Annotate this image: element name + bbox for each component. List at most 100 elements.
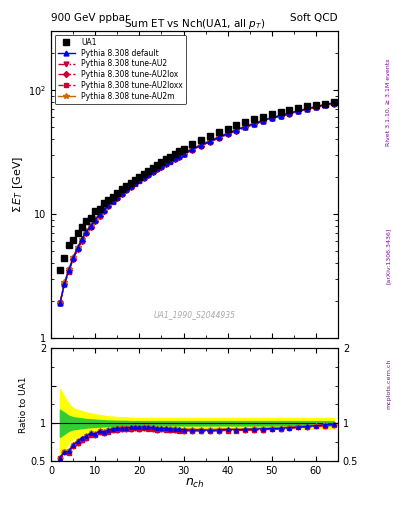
Pythia 8.308 tune-AU2lox	[331, 100, 336, 106]
Pythia 8.308 default	[177, 153, 182, 159]
Line: Pythia 8.308 tune-AU2lox: Pythia 8.308 tune-AU2lox	[58, 101, 336, 306]
Pythia 8.308 tune-AU2m	[62, 280, 67, 286]
Pythia 8.308 default	[97, 211, 102, 218]
Pythia 8.308 tune-AU2m	[270, 114, 274, 120]
Pythia 8.308 tune-AU2loxx	[93, 218, 97, 224]
Pythia 8.308 default	[181, 151, 186, 157]
Pythia 8.308 default	[163, 160, 168, 166]
Pythia 8.308 tune-AU2	[155, 166, 160, 172]
Pythia 8.308 tune-AU2m	[115, 193, 119, 199]
Pythia 8.308 default	[102, 207, 107, 213]
Pythia 8.308 tune-AU2lox	[102, 208, 107, 214]
Pythia 8.308 tune-AU2loxx	[177, 154, 182, 160]
Pythia 8.308 tune-AU2m	[305, 105, 309, 112]
Line: Pythia 8.308 tune-AU2loxx: Pythia 8.308 tune-AU2loxx	[58, 101, 336, 306]
Pythia 8.308 tune-AU2m	[252, 120, 257, 126]
Pythia 8.308 tune-AU2	[75, 246, 80, 252]
Pythia 8.308 default	[252, 120, 257, 126]
Pythia 8.308 tune-AU2lox	[80, 238, 84, 244]
Pythia 8.308 default	[141, 174, 146, 180]
Pythia 8.308 default	[234, 127, 239, 133]
UA1	[296, 105, 301, 112]
Pythia 8.308 tune-AU2lox	[190, 147, 195, 153]
UA1	[137, 174, 142, 180]
Pythia 8.308 default	[296, 108, 301, 114]
UA1	[287, 107, 292, 113]
Legend: UA1, Pythia 8.308 default, Pythia 8.308 tune-AU2, Pythia 8.308 tune-AU2lox, Pyth: UA1, Pythia 8.308 default, Pythia 8.308 …	[55, 34, 185, 104]
UA1	[234, 122, 239, 128]
Pythia 8.308 tune-AU2loxx	[141, 175, 146, 181]
UA1	[97, 206, 102, 212]
Pythia 8.308 tune-AU2lox	[115, 195, 119, 201]
UA1	[106, 197, 111, 203]
UA1	[102, 200, 107, 206]
Pythia 8.308 tune-AU2m	[314, 103, 318, 110]
Pythia 8.308 tune-AU2m	[75, 244, 80, 250]
UA1	[141, 171, 146, 177]
Pythia 8.308 default	[128, 183, 133, 189]
Pythia 8.308 tune-AU2loxx	[261, 118, 265, 124]
Pythia 8.308 default	[93, 217, 97, 223]
Pythia 8.308 tune-AU2m	[163, 160, 168, 166]
Pythia 8.308 default	[305, 105, 309, 112]
Pythia 8.308 tune-AU2loxx	[296, 109, 301, 115]
Pythia 8.308 default	[115, 194, 119, 200]
Pythia 8.308 tune-AU2m	[128, 182, 133, 188]
Pythia 8.308 tune-AU2lox	[322, 102, 327, 109]
Pythia 8.308 tune-AU2m	[88, 222, 93, 228]
Pythia 8.308 tune-AU2lox	[159, 163, 164, 169]
Title: Sum ET vs Nch(UA1, all $p_T$): Sum ET vs Nch(UA1, all $p_T$)	[124, 17, 265, 31]
Pythia 8.308 tune-AU2m	[57, 300, 62, 306]
Pythia 8.308 tune-AU2lox	[217, 135, 221, 141]
Pythia 8.308 tune-AU2lox	[243, 124, 248, 131]
UA1	[217, 129, 221, 135]
UA1	[124, 183, 129, 189]
Pythia 8.308 tune-AU2lox	[97, 212, 102, 219]
Pythia 8.308 tune-AU2m	[155, 165, 160, 171]
Pythia 8.308 default	[150, 168, 155, 174]
UA1	[132, 177, 137, 183]
Pythia 8.308 default	[137, 177, 142, 183]
UA1	[252, 116, 257, 122]
Pythia 8.308 tune-AU2loxx	[119, 191, 124, 197]
Pythia 8.308 tune-AU2lox	[208, 139, 212, 145]
Pythia 8.308 tune-AU2	[132, 180, 137, 186]
Pythia 8.308 default	[88, 223, 93, 229]
Pythia 8.308 default	[119, 190, 124, 196]
Pythia 8.308 tune-AU2	[181, 151, 186, 157]
Pythia 8.308 default	[80, 236, 84, 242]
UA1	[155, 161, 160, 167]
Pythia 8.308 default	[225, 131, 230, 137]
Pythia 8.308 default	[172, 155, 177, 161]
Pythia 8.308 tune-AU2m	[234, 126, 239, 133]
UA1	[208, 133, 212, 139]
Pythia 8.308 default	[331, 100, 336, 106]
Pythia 8.308 tune-AU2m	[141, 173, 146, 179]
UA1	[119, 186, 124, 193]
Pythia 8.308 tune-AU2loxx	[208, 139, 212, 145]
Pythia 8.308 tune-AU2loxx	[146, 172, 151, 178]
UA1	[322, 100, 327, 106]
Pythia 8.308 default	[84, 228, 89, 234]
Pythia 8.308 default	[261, 118, 265, 124]
UA1	[163, 156, 168, 162]
Pythia 8.308 tune-AU2m	[132, 179, 137, 185]
Pythia 8.308 tune-AU2lox	[71, 257, 75, 263]
Pythia 8.308 tune-AU2loxx	[163, 161, 168, 167]
Pythia 8.308 tune-AU2lox	[137, 178, 142, 184]
Pythia 8.308 tune-AU2loxx	[75, 246, 80, 252]
Pythia 8.308 default	[199, 142, 204, 148]
Pythia 8.308 tune-AU2m	[172, 155, 177, 161]
Pythia 8.308 tune-AU2	[314, 104, 318, 110]
Pythia 8.308 tune-AU2	[146, 172, 151, 178]
Pythia 8.308 tune-AU2m	[84, 228, 89, 234]
Pythia 8.308 tune-AU2lox	[172, 156, 177, 162]
UA1	[190, 141, 195, 147]
Pythia 8.308 default	[62, 282, 67, 288]
Text: UA1_1990_S2044935: UA1_1990_S2044935	[154, 310, 235, 319]
Pythia 8.308 tune-AU2	[208, 139, 212, 145]
Pythia 8.308 tune-AU2	[150, 168, 155, 175]
Pythia 8.308 tune-AU2m	[146, 170, 151, 176]
Pythia 8.308 tune-AU2loxx	[66, 269, 71, 275]
Pythia 8.308 tune-AU2lox	[278, 113, 283, 119]
